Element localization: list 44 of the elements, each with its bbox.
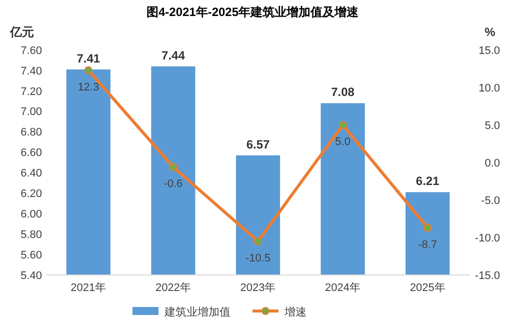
chart-title: 图4-2021年-2025年建筑业增加值及增速 [146, 5, 360, 19]
x-tick-label: 2022年 [155, 282, 191, 294]
y-tick-label: 7.00 [20, 106, 42, 118]
data-label: -10.5 [245, 252, 271, 264]
y2-tick-label: 15.0 [478, 44, 500, 57]
y2-tick-label: -10.0 [474, 232, 500, 244]
point [338, 121, 347, 129]
data-label: -8.7 [418, 238, 438, 251]
data-label: 7.41 [76, 51, 100, 66]
data-label: 6.21 [416, 174, 440, 188]
y2-tick-label: 0.0 [484, 157, 500, 170]
y-tick-label: 7.60 [20, 44, 42, 57]
y-tick-label: 5.60 [20, 249, 42, 262]
x-tick-label: 2024年 [325, 282, 361, 294]
legend-label: 建筑业增加值 [164, 305, 230, 318]
data-label: 5.0 [335, 136, 350, 148]
y-tick-label: 6.40 [20, 168, 42, 180]
y2-tick-label: 5.0 [484, 120, 500, 132]
y-tick-label: 6.00 [20, 208, 42, 220]
y-tick-label: 6.20 [20, 188, 42, 200]
point [169, 163, 178, 171]
x-tick-label: 2023年 [240, 282, 276, 294]
y-tick-label: 5.80 [20, 228, 42, 241]
data-label: 12.3 [78, 81, 100, 94]
legend-label: 增速 [284, 305, 306, 318]
data-label: 7.44 [162, 48, 186, 62]
data-label: -0.6 [164, 178, 183, 190]
y2-axis-title: % [484, 25, 496, 39]
x-tick-label: 2021年 [70, 282, 106, 294]
y-tick-label: 5.40 [20, 270, 42, 282]
point [254, 237, 262, 246]
data-label: 6.57 [246, 137, 270, 152]
x-tick-label: 2025年 [410, 282, 446, 294]
y-tick-label: 6.80 [20, 126, 42, 139]
y-tick-label: 7.20 [20, 86, 42, 98]
y-tick-label: 7.40 [20, 65, 42, 78]
point [84, 66, 92, 74]
y-tick-label: 6.60 [20, 147, 42, 160]
data-label: 7.08 [331, 85, 355, 100]
y2-tick-label: -5.0 [481, 194, 500, 207]
y2-tick-label: 10.0 [478, 82, 500, 94]
y2-tick-label: -15.0 [474, 270, 500, 282]
point [424, 224, 432, 232]
y-axis-title: 亿元 [9, 25, 34, 39]
